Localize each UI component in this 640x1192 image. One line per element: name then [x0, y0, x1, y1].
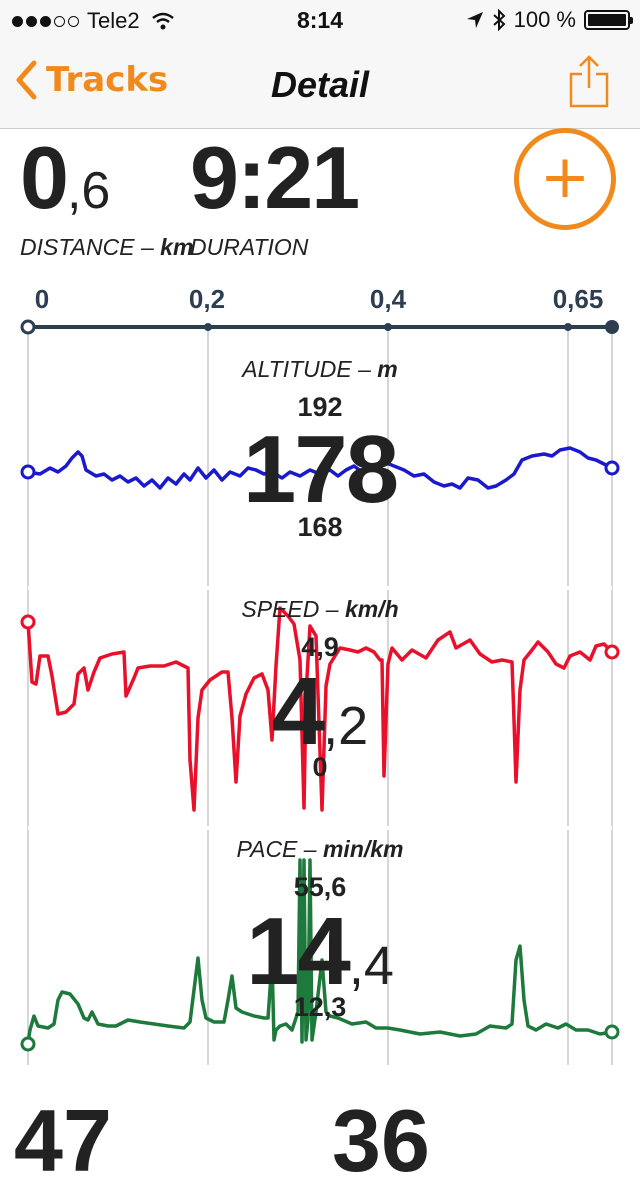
speed-start-marker	[20, 614, 36, 630]
distance-value: 0,6	[20, 134, 110, 235]
pace-current-dec: ,4	[348, 936, 394, 996]
back-button[interactable]: Tracks	[14, 60, 168, 100]
pace-current: 14,4	[0, 904, 640, 1014]
speed-current-int: 4	[271, 658, 325, 765]
bottom-stat-right: 36	[332, 1091, 430, 1190]
speed-max: 4,9	[301, 632, 339, 662]
speed-unit: km/h	[344, 596, 399, 622]
axis-tick-label: 0,4	[369, 284, 407, 314]
carrier-name: Tele2	[87, 8, 140, 33]
pace-line	[26, 858, 613, 1044]
altitude-max: 192	[297, 392, 343, 422]
pace-end-marker	[604, 1024, 620, 1040]
altitude-end-marker	[604, 460, 620, 476]
track-charts[interactable]	[0, 0, 640, 1136]
speed-end-marker	[604, 644, 620, 660]
pace-max: 55,6	[293, 872, 347, 902]
distance-label: DISTANCE – km	[20, 234, 194, 260]
speed-line	[26, 606, 614, 812]
pace-title: PACE – min/km	[236, 836, 404, 862]
speed-current: 4,2	[0, 664, 640, 774]
distance-label-text: DISTANCE	[20, 234, 135, 260]
axis-tick-dot	[204, 323, 212, 331]
navigation-bar: Tracks Detail	[0, 40, 640, 129]
axis-tick-label: 0	[34, 284, 50, 314]
back-label: Tracks	[46, 60, 169, 100]
status-right: 100 %	[466, 7, 633, 33]
bottom-stat-left: 47	[14, 1091, 112, 1190]
bluetooth-icon	[492, 9, 506, 31]
altitude-start-marker	[20, 464, 36, 480]
axis-tick-dot	[564, 323, 572, 331]
altitude-line	[27, 446, 613, 490]
location-icon	[466, 12, 483, 28]
speed-min: 0	[312, 752, 328, 782]
plus-icon: +	[539, 142, 591, 212]
duration-label: DURATION	[190, 234, 309, 260]
pace-current-int: 14	[246, 898, 351, 1005]
add-button[interactable]: +	[514, 128, 616, 230]
altitude-title-text: ALTITUDE	[242, 356, 352, 382]
carrier-info: Tele2	[12, 8, 176, 34]
duration-value: 9:21	[190, 128, 360, 227]
pace-title-text: PACE	[236, 836, 298, 862]
share-button[interactable]	[568, 54, 610, 115]
battery-icon	[584, 10, 633, 30]
wifi-icon	[151, 12, 174, 30]
axis-end-marker	[605, 320, 619, 334]
signal-icon	[12, 15, 79, 27]
speed-title: SPEED – km/h	[241, 596, 399, 622]
altitude-current: 178	[242, 416, 399, 523]
share-icon	[569, 55, 609, 108]
pace-unit: min/km	[322, 836, 404, 862]
axis-tick-label: 0,65	[552, 284, 604, 314]
pace-start-marker	[20, 1036, 36, 1052]
status-time: 8:14	[296, 7, 344, 33]
battery-percent: 100 %	[513, 7, 576, 32]
axis-tick-label: 0,2	[188, 284, 226, 314]
distance-unit: km	[160, 234, 194, 260]
status-bar: Tele2 8:14 100 %	[0, 0, 640, 40]
speed-title-text: SPEED	[241, 596, 320, 622]
axis-tick-dot	[384, 323, 392, 331]
pace-min: 12,3	[293, 992, 347, 1022]
altitude-unit: m	[377, 356, 398, 382]
page-title: Detail	[270, 64, 370, 105]
speed-current-dec: ,2	[323, 696, 369, 756]
axis-start-marker	[20, 319, 36, 335]
chevron-left-icon	[16, 60, 37, 100]
altitude-title: ALTITUDE – m	[242, 356, 398, 382]
distance-int: 0	[20, 128, 69, 227]
altitude-min: 168	[297, 512, 343, 542]
distance-dec: ,6	[66, 162, 111, 220]
